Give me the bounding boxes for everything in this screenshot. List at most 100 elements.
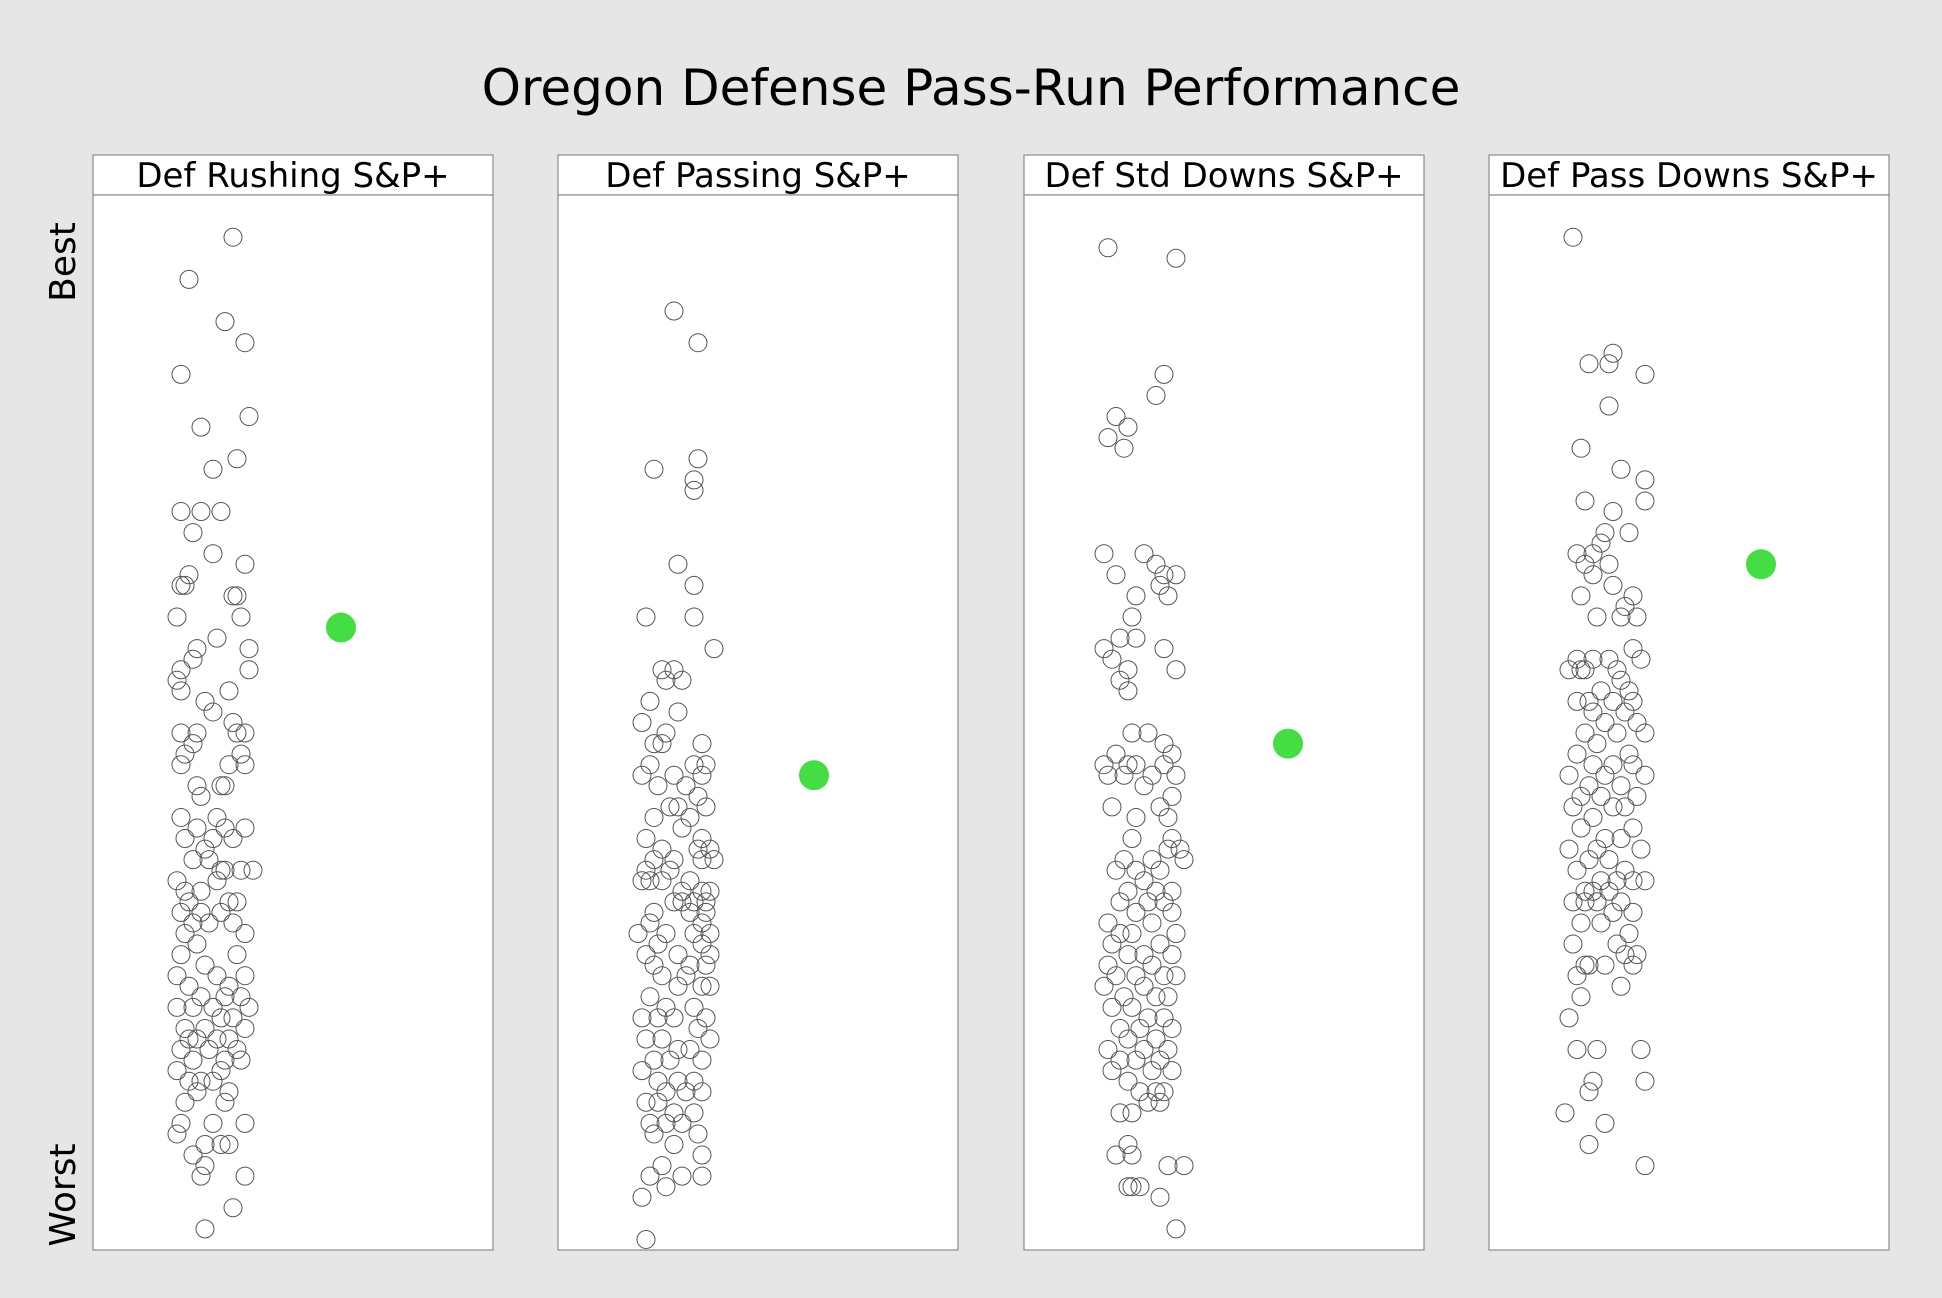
data-point (1110, 628, 1130, 648)
data-point (231, 1050, 251, 1070)
data-point (219, 681, 239, 701)
data-point (1619, 523, 1639, 543)
data-point (1106, 1145, 1126, 1165)
data-point (223, 713, 243, 732)
data-point (700, 976, 720, 996)
data-point (211, 860, 231, 880)
data-point (187, 723, 207, 743)
data-point (231, 860, 251, 880)
data-point (1599, 649, 1619, 669)
data-point (1146, 385, 1166, 405)
data-point (1619, 924, 1639, 943)
data-point (1567, 544, 1587, 564)
data-point (1114, 765, 1134, 785)
data-point (239, 660, 259, 680)
data-point (1150, 575, 1170, 595)
data-point (235, 554, 255, 574)
data-point (195, 1018, 215, 1038)
panel-plot-area (557, 194, 959, 1251)
data-point (171, 681, 191, 701)
data-point (227, 449, 247, 469)
data-point (175, 1092, 195, 1112)
data-point (1098, 428, 1118, 448)
data-point (1595, 955, 1615, 975)
data-point (231, 607, 251, 627)
data-point (1587, 839, 1607, 859)
data-point (1583, 881, 1603, 901)
data-point (1587, 607, 1607, 627)
data-point (1583, 544, 1603, 564)
data-point (684, 607, 704, 627)
chart-title: Oregon Defense Pass-Run Performance (482, 59, 1461, 117)
data-point (191, 902, 211, 922)
data-point (1611, 892, 1631, 912)
data-point (696, 755, 716, 775)
data-point (1122, 607, 1142, 627)
data-point (1102, 649, 1122, 669)
data-point (183, 1050, 203, 1070)
data-point (223, 586, 243, 606)
data-point (167, 997, 187, 1017)
data-point (207, 1029, 227, 1049)
data-point (183, 523, 203, 543)
data-point (1615, 860, 1635, 880)
data-point (1174, 1156, 1194, 1176)
data-point (1583, 649, 1603, 669)
data-point (668, 702, 688, 722)
data-point (203, 997, 223, 1017)
data-point (1154, 755, 1174, 775)
data-point (696, 1008, 716, 1028)
data-point (680, 1040, 700, 1060)
data-point (664, 1103, 684, 1123)
data-point (1126, 628, 1146, 648)
data-point (668, 1040, 688, 1060)
data-point (1122, 1145, 1142, 1165)
data-point (1166, 248, 1186, 268)
data-point (684, 575, 704, 595)
data-point (1126, 966, 1146, 986)
data-point (1130, 1177, 1150, 1197)
data-point (680, 871, 700, 891)
data-point (656, 997, 676, 1017)
data-point (640, 913, 660, 933)
data-point (680, 955, 700, 975)
data-point (235, 1113, 255, 1133)
data-point (1571, 586, 1591, 606)
data-point (171, 1040, 191, 1060)
data-point (676, 966, 696, 986)
data-point (1102, 997, 1122, 1017)
data-point (1571, 818, 1591, 838)
data-point (219, 892, 239, 912)
data-point (684, 755, 704, 775)
data-point (668, 1071, 688, 1091)
data-point (692, 913, 712, 933)
data-point (1118, 660, 1138, 680)
data-point (644, 850, 664, 870)
data-point (1575, 723, 1595, 743)
data-point (195, 691, 215, 711)
data-point (1623, 586, 1643, 606)
data-point (632, 1061, 652, 1081)
data-point (1146, 1082, 1166, 1102)
data-point (1583, 755, 1603, 775)
data-point (1118, 417, 1138, 437)
data-point (1122, 924, 1142, 943)
data-point (1571, 660, 1591, 680)
data-point (692, 765, 712, 785)
data-point (1567, 744, 1587, 764)
data-point (203, 702, 223, 722)
data-point (235, 924, 255, 943)
y-axis-label-worst: Worst (43, 1143, 84, 1246)
data-point (211, 1135, 231, 1154)
data-point (668, 945, 688, 965)
data-point (656, 1082, 676, 1102)
data-point (1623, 902, 1643, 922)
data-point (1631, 839, 1651, 859)
data-point (219, 1135, 239, 1154)
data-point (1607, 723, 1627, 743)
data-point (1126, 807, 1146, 827)
data-point (191, 786, 211, 806)
data-point (1603, 691, 1623, 711)
data-point (167, 1124, 187, 1144)
data-point (1154, 364, 1174, 384)
